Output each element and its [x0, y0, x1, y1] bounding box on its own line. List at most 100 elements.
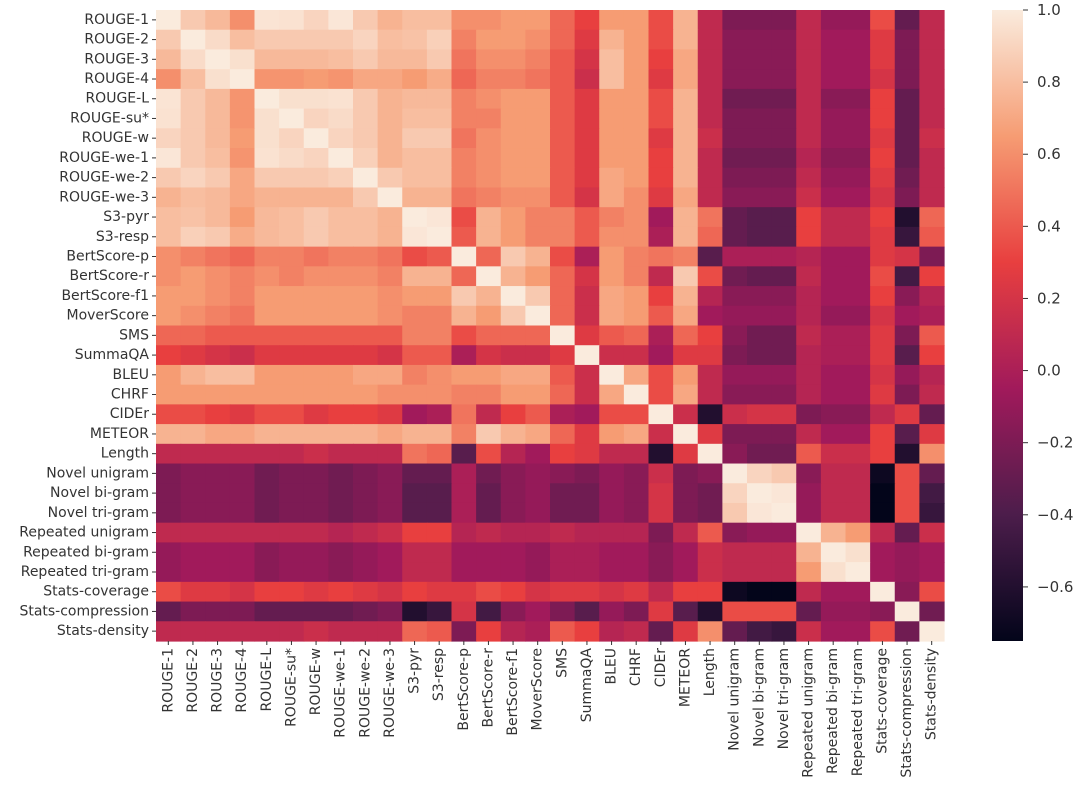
- heatmap-cell: [279, 88, 305, 110]
- heatmap-cell: [673, 286, 699, 307]
- heatmap-cell: [722, 424, 748, 445]
- heatmap-cell: [599, 581, 625, 603]
- heatmap-cell: [747, 246, 773, 267]
- heatmap-cell: [303, 29, 329, 51]
- heatmap-cell: [328, 10, 354, 31]
- heatmap-cell: [525, 384, 551, 405]
- heatmap-cell: [574, 502, 600, 524]
- heatmap-cell: [229, 424, 256, 445]
- heatmap-cell: [550, 581, 576, 603]
- heatmap-cell: [771, 69, 797, 90]
- heatmap-cell: [426, 207, 453, 228]
- heatmap-cell: [599, 207, 625, 228]
- heatmap-cell: [820, 621, 847, 642]
- heatmap-cell: [648, 364, 674, 386]
- heatmap-cell: [426, 49, 453, 70]
- heatmap-cell: [673, 581, 699, 603]
- heatmap-cell: [820, 88, 847, 110]
- heatmap-cell: [180, 88, 206, 110]
- heatmap-cell: [747, 522, 773, 544]
- heatmap-cell: [722, 502, 748, 524]
- heatmap-cell: [747, 187, 773, 208]
- heatmap-cell: [328, 128, 354, 149]
- heatmap-cell: [426, 246, 453, 267]
- heatmap-cell: [279, 364, 305, 386]
- heatmap-cell: [353, 424, 379, 445]
- heatmap-cell: [180, 108, 206, 129]
- heatmap-cell: [402, 522, 428, 544]
- heatmap-cell: [771, 246, 797, 267]
- heatmap-cell: [673, 345, 699, 366]
- heatmap-cell: [771, 108, 797, 129]
- x-tick-label: Novel bi-gram: [751, 648, 767, 747]
- heatmap-cell: [402, 463, 428, 484]
- heatmap-cell: [402, 364, 428, 386]
- heatmap-cell: [722, 49, 748, 70]
- heatmap-cell: [870, 148, 896, 169]
- heatmap-cell: [599, 621, 625, 642]
- heatmap-cell: [500, 364, 526, 386]
- heatmap-cell: [796, 207, 822, 228]
- heatmap-cell: [894, 345, 920, 366]
- heatmap-cell: [623, 148, 650, 169]
- heatmap-cell: [623, 404, 650, 425]
- heatmap-cell: [180, 522, 206, 544]
- heatmap-cell: [550, 364, 576, 386]
- heatmap-cell: [796, 542, 822, 563]
- heatmap-cell: [279, 621, 305, 642]
- heatmap-cell: [205, 562, 231, 583]
- heatmap-cell: [500, 226, 526, 248]
- heatmap-cell: [180, 384, 206, 405]
- heatmap-cell: [722, 483, 748, 504]
- heatmap-cell: [156, 621, 182, 642]
- heatmap-cell: [747, 601, 773, 622]
- heatmap-cell: [353, 148, 379, 169]
- heatmap-cell: [919, 325, 945, 346]
- y-tick-label: CHRF: [111, 387, 149, 403]
- heatmap-cell: [328, 167, 354, 189]
- heatmap-cell: [451, 187, 477, 208]
- heatmap-cell: [894, 502, 920, 524]
- heatmap-cell: [353, 384, 379, 405]
- heatmap-cell: [845, 246, 871, 267]
- heatmap-cell: [525, 443, 551, 465]
- heatmap-cell: [919, 207, 945, 228]
- heatmap-cell: [870, 29, 896, 51]
- heatmap-cell: [500, 88, 526, 110]
- heatmap-cell: [279, 463, 305, 484]
- heatmap-cell: [574, 384, 600, 405]
- heatmap-cell: [402, 384, 428, 405]
- heatmap-cell: [156, 10, 182, 31]
- heatmap-cell: [722, 69, 748, 90]
- heatmap-cell: [229, 502, 256, 524]
- heatmap-cell: [426, 88, 453, 110]
- heatmap-cell: [623, 542, 650, 563]
- heatmap-cell: [328, 286, 354, 307]
- heatmap-cell: [451, 345, 477, 366]
- heatmap-cell: [328, 601, 354, 622]
- heatmap-cell: [894, 542, 920, 563]
- heatmap-cell: [303, 581, 329, 603]
- heatmap-cell: [426, 522, 453, 544]
- heatmap-cell: [599, 29, 625, 51]
- heatmap-cell: [476, 10, 502, 31]
- heatmap-cell: [254, 49, 280, 70]
- heatmap-cell: [919, 167, 945, 189]
- heatmap-cell: [673, 463, 699, 484]
- heatmap-cell: [648, 345, 674, 366]
- heatmap-cell: [377, 128, 403, 149]
- heatmap-cell: [870, 384, 896, 405]
- heatmap-cell: [599, 502, 625, 524]
- heatmap-cell: [870, 88, 896, 110]
- heatmap-cell: [820, 522, 847, 544]
- heatmap-cell: [820, 502, 847, 524]
- heatmap-cell: [353, 463, 379, 484]
- heatmap-cell: [156, 69, 182, 90]
- heatmap-cell: [254, 305, 280, 327]
- heatmap-cell: [254, 29, 280, 51]
- x-tick-label: ROUGE-we-1: [333, 648, 349, 738]
- y-tick-label: ROUGE-L: [85, 91, 149, 107]
- heatmap-cell: [845, 88, 871, 110]
- heatmap-cell: [697, 207, 723, 228]
- heatmap-cell: [476, 522, 502, 544]
